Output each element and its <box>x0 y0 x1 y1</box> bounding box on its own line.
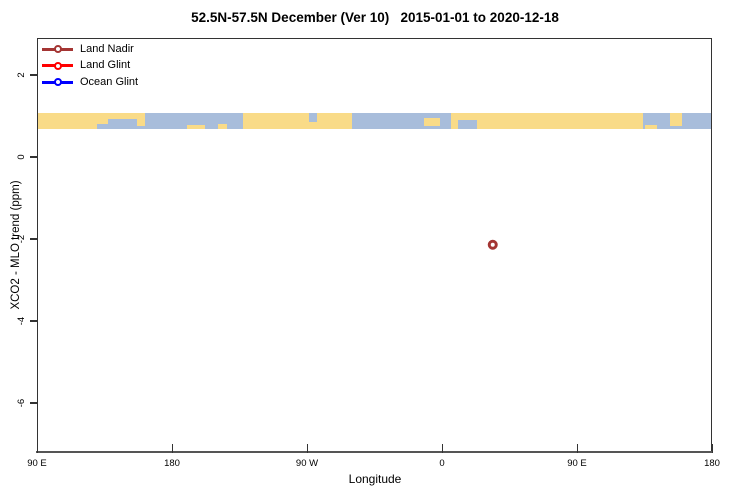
legend-item: Land Glint <box>42 58 138 75</box>
map-strip-segment-land <box>450 113 644 129</box>
chart-title: 52.5N-57.5N December (Ver 10) 2015-01-01… <box>191 10 559 25</box>
y-tick <box>30 74 37 76</box>
y-tick <box>30 156 37 158</box>
map-strip-segment-land <box>217 124 228 129</box>
open-circle-icon <box>53 45 62 54</box>
legend-label: Land Glint <box>80 59 131 72</box>
y-tick <box>30 320 37 322</box>
x-tick <box>306 444 308 453</box>
y-tick <box>30 238 37 240</box>
x-tick-label: 180 <box>704 458 720 469</box>
x-tick <box>171 444 173 453</box>
x-axis-title: Longitude <box>348 472 402 486</box>
series-marker-icon <box>42 78 73 87</box>
x-tick-label: 90 E <box>27 458 47 469</box>
open-circle-icon <box>53 61 62 70</box>
x-tick <box>36 444 38 453</box>
x-tick-label: 0 <box>439 458 445 469</box>
map-strip-segment-ocean <box>309 113 318 123</box>
map-strip <box>38 113 711 129</box>
x-tick-label: 180 <box>164 458 180 469</box>
legend-item: Ocean Glint <box>42 74 138 91</box>
series-marker-icon <box>42 61 73 70</box>
x-tick-label: 90 E <box>567 458 587 469</box>
x-tick <box>576 444 578 453</box>
plot-area: Land Nadir Land Glint Ocean Glint <box>37 38 712 452</box>
legend-label: Ocean Glint <box>80 75 139 88</box>
open-circle-icon <box>53 78 62 87</box>
map-strip-segment-ocean <box>457 120 477 129</box>
x-axis-line <box>36 450 713 454</box>
x-tick <box>711 444 713 453</box>
x-tick <box>441 444 443 453</box>
map-strip-segment-land <box>645 124 658 129</box>
map-strip-segment-land <box>423 117 440 126</box>
series-marker-icon <box>42 45 73 54</box>
map-strip-segment-land <box>136 113 145 126</box>
y-tick-label: -6 <box>16 398 27 408</box>
map-strip-segment-land <box>96 118 108 124</box>
y-tick-label: 2 <box>16 72 27 78</box>
y-tick <box>30 402 37 404</box>
map-strip-segment-land <box>669 113 683 127</box>
y-tick-label: 0 <box>16 154 27 160</box>
y-tick-label: -2 <box>16 234 27 244</box>
legend-item: Land Nadir <box>42 41 138 58</box>
data-point-land-nadir <box>487 239 498 251</box>
y-tick-label: -4 <box>16 316 27 326</box>
map-strip-segment-land <box>187 124 205 129</box>
legend: Land Nadir Land Glint Ocean Glint <box>42 41 138 91</box>
map-strip-segment-land <box>38 113 97 129</box>
map-strip-segment-land <box>242 113 353 129</box>
legend-label: Land Nadir <box>80 42 134 55</box>
map-strip-segment-land <box>96 113 138 119</box>
x-tick-label: 90 W <box>295 458 319 469</box>
